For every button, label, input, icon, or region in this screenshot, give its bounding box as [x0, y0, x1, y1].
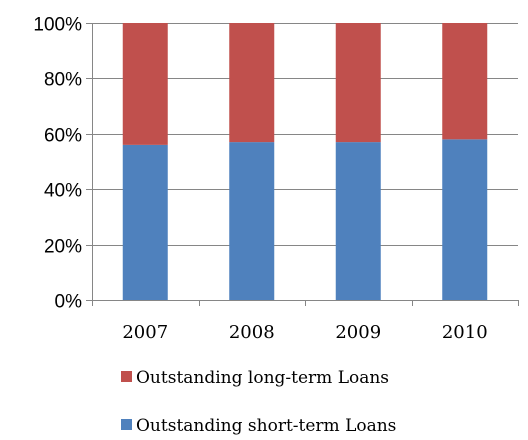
legend-label: Outstanding short-term Loans [136, 416, 396, 436]
y-tick-label: 20% [44, 237, 82, 258]
bar-short-term-2010 [442, 139, 488, 300]
bars [122, 23, 488, 300]
x-tick-label: 2010 [442, 322, 488, 343]
bar-long-term-2009 [335, 23, 381, 143]
x-tick-label: 2008 [229, 322, 275, 343]
y-tick-labels: 0% 20% 40% 60% 80% 100% [33, 15, 82, 313]
legend-swatch [121, 419, 132, 430]
bar-long-term-2008 [229, 23, 275, 143]
legend-swatch [121, 371, 132, 382]
y-tick-label: 40% [44, 181, 82, 202]
x-tick-labels: 2007 2008 2009 2010 [122, 322, 487, 343]
x-tick-label: 2009 [335, 322, 381, 343]
bar-long-term-2007 [122, 23, 168, 145]
legend: Outstanding long-term Loans Outstanding s… [121, 368, 396, 436]
bar-short-term-2008 [229, 142, 275, 300]
y-tick-label: 100% [33, 15, 82, 36]
y-tick-label: 60% [44, 126, 82, 147]
x-tick-label: 2007 [122, 322, 168, 343]
y-tick-label: 80% [44, 70, 82, 91]
bar-short-term-2007 [122, 144, 168, 300]
legend-label: Outstanding long-term Loans [136, 368, 389, 388]
bar-long-term-2010 [442, 23, 488, 140]
y-tick-label: 0% [55, 292, 83, 313]
axes [92, 23, 519, 306]
bar-short-term-2009 [335, 142, 381, 300]
